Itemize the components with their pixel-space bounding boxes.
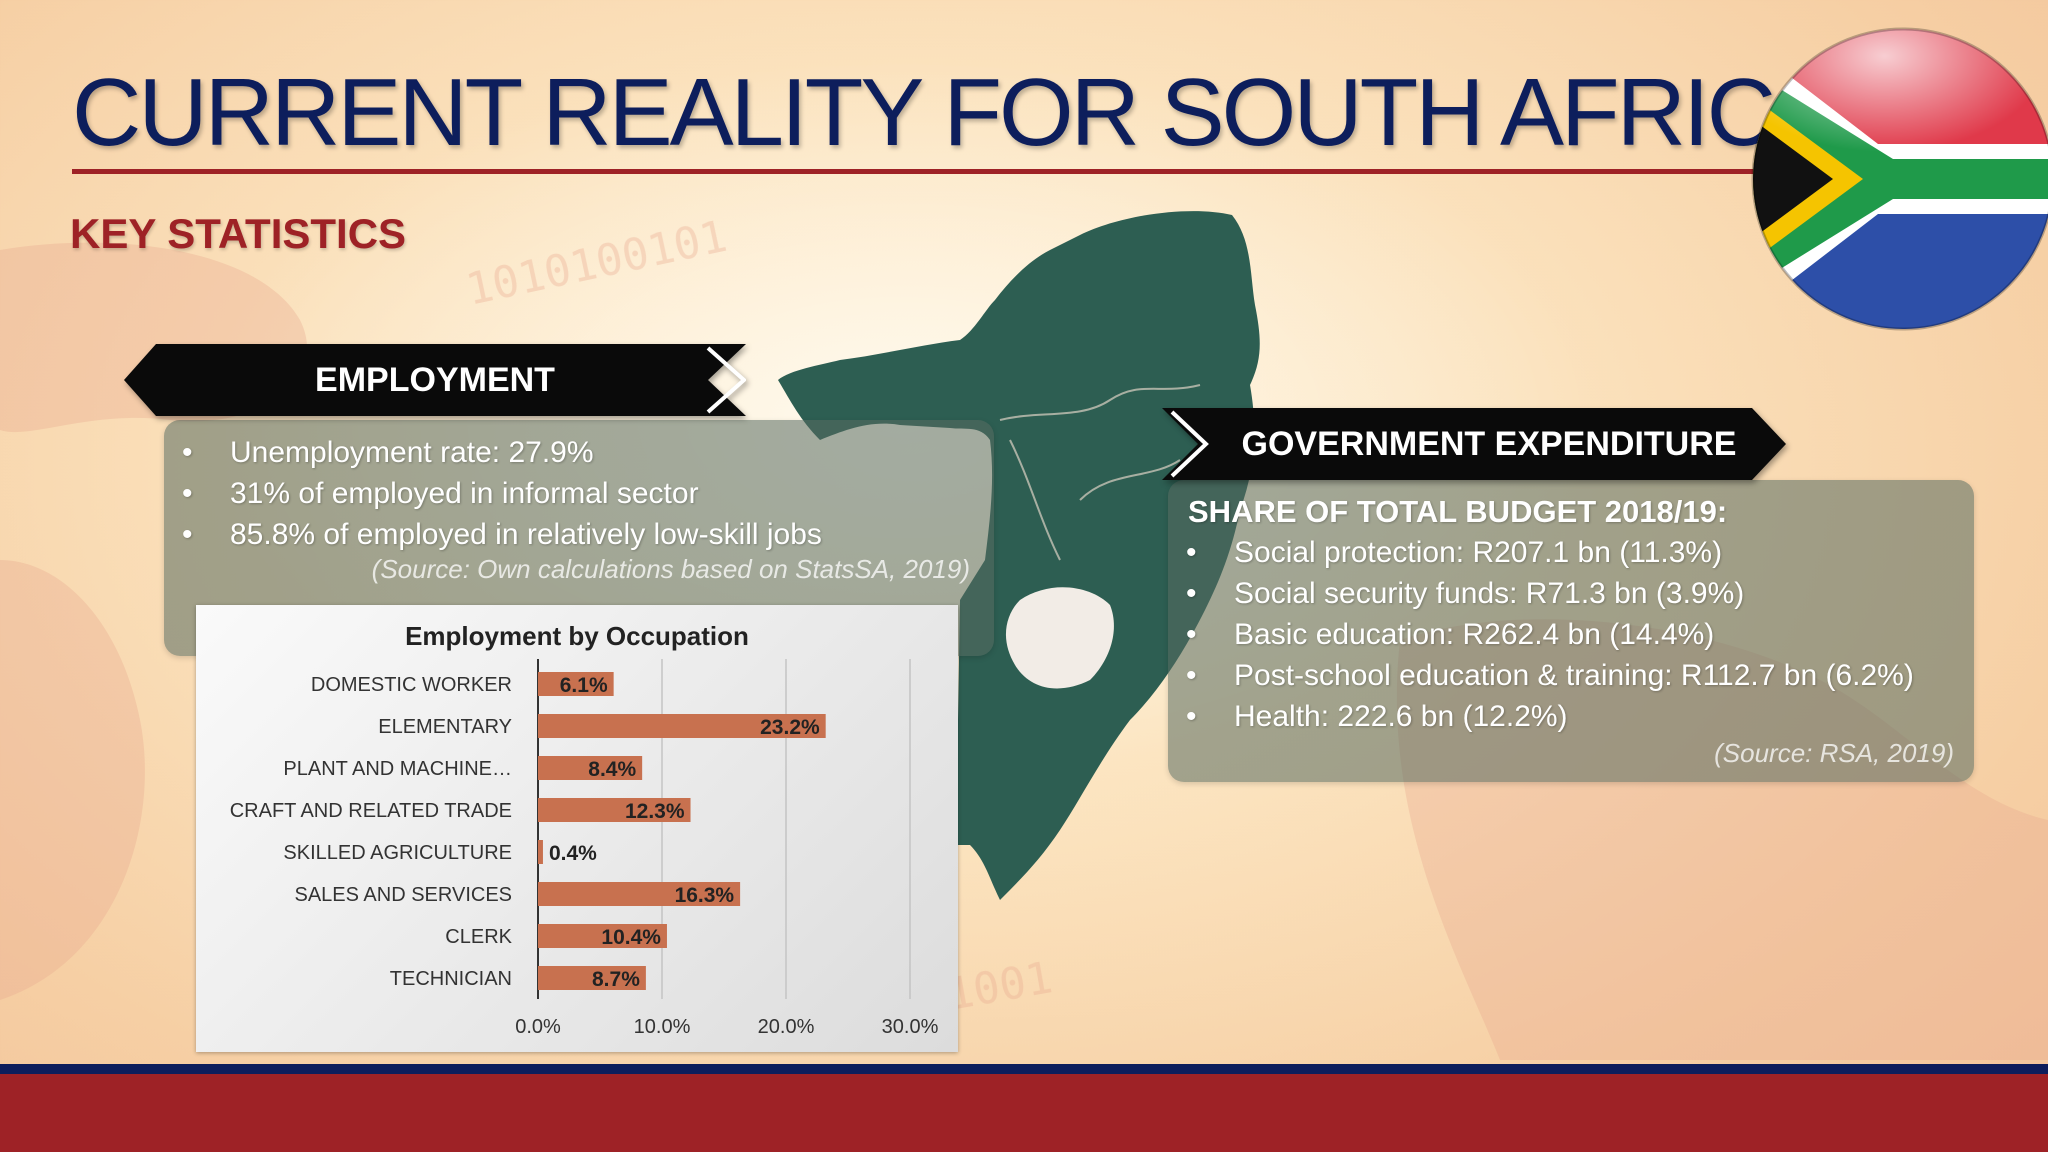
- employment-bullet: 31% of employed in informal sector: [164, 473, 822, 514]
- expenditure-bullet: Social protection: R207.1 bn (11.3%): [1168, 532, 1914, 573]
- bar: [538, 714, 826, 738]
- budget-heading: SHARE OF TOTAL BUDGET 2018/19:: [1188, 494, 1728, 529]
- bar: [538, 924, 667, 948]
- bar: [538, 840, 543, 864]
- expenditure-heading: GOVERNMENT EXPENDITURE: [1241, 424, 1737, 463]
- south-africa-flag-icon: [1751, 27, 2048, 331]
- data-label: 8.4%: [588, 758, 636, 781]
- category-label: DOMESTIC WORKER: [311, 674, 512, 696]
- employment-source: (Source: Own calculations based on Stats…: [371, 554, 970, 584]
- data-label: 10.4%: [601, 926, 661, 949]
- data-label: 16.3%: [675, 884, 735, 907]
- employment-banner: EMPLOYMENT: [124, 344, 746, 416]
- expenditure-source: (Source: RSA, 2019): [1714, 738, 1954, 768]
- expenditure-bullet: Basic education: R262.4 bn (14.4%): [1168, 614, 1914, 655]
- category-label: TECHNICIAN: [390, 968, 512, 990]
- footer-stripe-blue: [0, 1064, 2048, 1074]
- category-label: SKILLED AGRICULTURE: [283, 842, 512, 864]
- title-underline: [72, 169, 1762, 174]
- data-label: 8.7%: [592, 968, 640, 991]
- category-label: SALES AND SERVICES: [295, 884, 513, 906]
- bar: [538, 672, 614, 696]
- expenditure-bullet: Social security funds: R71.3 bn (3.9%): [1168, 573, 1914, 614]
- data-label: 23.2%: [760, 716, 820, 739]
- page-title: CURRENT REALITY FOR SOUTH AFRICA: [72, 59, 1837, 166]
- lesotho-outline: [1005, 587, 1114, 689]
- expenditure-panel: SHARE OF TOTAL BUDGET 2018/19: Social pr…: [1168, 480, 1974, 782]
- bar: [538, 882, 741, 906]
- category-label: CLERK: [445, 926, 512, 948]
- expenditure-bullet: Post-school education & training: R112.7…: [1168, 655, 1914, 696]
- data-label: 12.3%: [625, 800, 685, 823]
- employment-chart: Employment by Occupation 0.0% 10.0% 20.0% 30…: [196, 605, 958, 1052]
- employment-bullet: 85.8% of employed in relatively low-skil…: [164, 514, 822, 555]
- x-tick-label: 0.0%: [515, 1016, 561, 1038]
- data-label: 0.4%: [549, 842, 597, 865]
- page-subtitle: KEY STATISTICS: [70, 210, 407, 257]
- x-tick-label: 30.0%: [882, 1016, 939, 1038]
- category-label: ELEMENTARY: [378, 716, 512, 738]
- svg-text:1001: 1001: [943, 952, 1056, 1021]
- x-tick-label: 10.0%: [634, 1016, 691, 1038]
- expenditure-bullets: Social protection: R207.1 bn (11.3%) Soc…: [1168, 532, 1914, 737]
- footer-bar: [0, 1074, 2048, 1152]
- employment-chart-svg: Employment by Occupation 0.0% 10.0% 20.0% 30…: [230, 621, 939, 1038]
- x-tick-label: 20.0%: [758, 1016, 815, 1038]
- expenditure-bullet: Health: 222.6 bn (12.2%): [1168, 696, 1914, 737]
- chart-title: Employment by Occupation: [405, 621, 749, 651]
- category-label: PLANT AND MACHINE…: [283, 758, 512, 780]
- employment-heading: EMPLOYMENT: [315, 360, 555, 399]
- expenditure-banner: GOVERNMENT EXPENDITURE: [1162, 408, 1786, 480]
- bar: [538, 798, 691, 822]
- employment-bullet: Unemployment rate: 27.9%: [164, 432, 822, 473]
- svg-text:1010100101: 1010100101: [462, 211, 732, 316]
- category-label: CRAFT AND RELATED TRADE: [230, 800, 512, 822]
- employment-bullets: Unemployment rate: 27.9% 31% of employed…: [164, 432, 822, 555]
- data-label: 6.1%: [560, 674, 608, 697]
- bar: [538, 966, 646, 990]
- bar: [538, 756, 643, 780]
